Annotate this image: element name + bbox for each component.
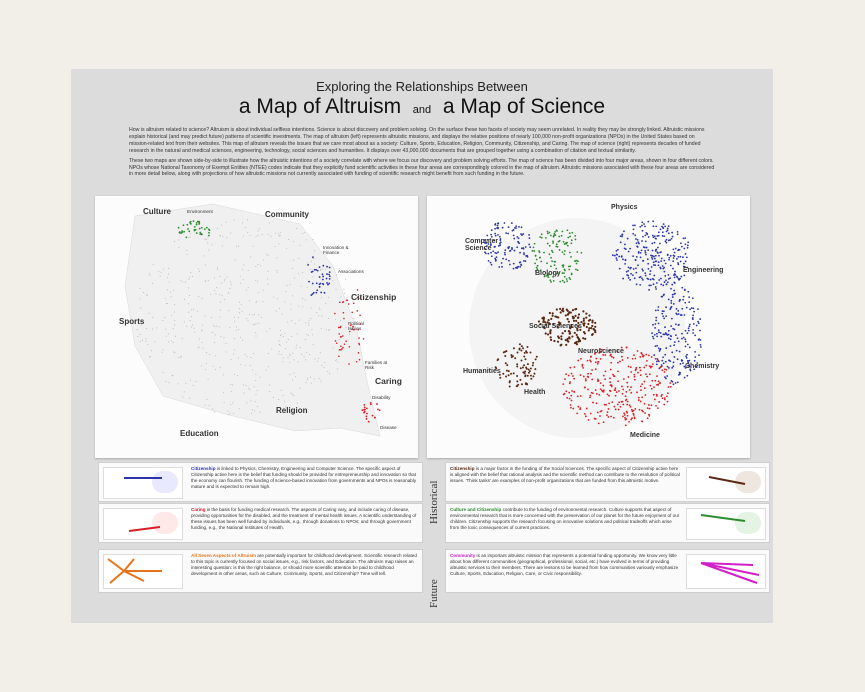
label-social-sciences: Social Sciences: [529, 323, 582, 330]
thumbnail: [686, 467, 766, 499]
label-disease: Disease: [380, 425, 397, 430]
panel-community: Community is an important altruistic mis…: [445, 549, 770, 593]
altruism-map: Culture Environment Community Innovation…: [95, 196, 418, 458]
label-biology: Biology: [535, 270, 561, 277]
panel-body: is linked to Physics, Chemistry, Enginee…: [191, 466, 417, 489]
label-disability: Disability: [372, 395, 391, 400]
panel-heading: All Seven Aspects of Altruism: [191, 553, 257, 558]
title-line-2: a Map of Altruism and a Map of Science: [71, 95, 773, 119]
science-map-plot: [469, 218, 702, 438]
label-caring: Caring: [375, 376, 402, 386]
label-citizenship: Citizenship: [351, 292, 397, 302]
panel-citizenship-physics: Citizenship is linked to Physics, Chemis…: [98, 462, 423, 502]
label-chemistry: Chemistry: [685, 363, 720, 370]
label-historical: Historical: [428, 480, 440, 524]
label-engineering: Engineering: [683, 267, 724, 274]
intro-paragraph-2: These two maps are shown side-by-side to…: [129, 157, 715, 178]
label-community: Community: [265, 210, 309, 219]
label-future: Future: [428, 579, 440, 608]
thumbnail: [103, 554, 183, 589]
panel-body: contribute to the funding of environment…: [450, 507, 680, 530]
panel-text: Culture and Citizenship contribute to th…: [450, 507, 682, 531]
panel-text: Citizenship is a major factor in the fun…: [450, 466, 682, 484]
label-physics: Physics: [611, 204, 638, 211]
label-medicine: Medicine: [630, 432, 660, 439]
thumbnail: [103, 467, 183, 499]
label-political: Political Issues: [348, 321, 364, 331]
label-neuroscience: Neuroscience: [578, 348, 624, 355]
label-education: Education: [180, 429, 219, 438]
panel-caring: Caring is the basis for funding medical …: [98, 503, 423, 543]
title-line-1: Exploring the Relationships Between: [316, 79, 528, 94]
title-and: and: [412, 104, 432, 116]
label-families: Families at Risk: [365, 360, 388, 370]
thumbnail: [103, 508, 183, 540]
label-innovation: Innovation & Finance: [323, 245, 349, 255]
title-science: a Map of Science: [442, 95, 606, 118]
panel-body: is the basis for funding medical researc…: [191, 507, 417, 530]
poster: Exploring the Relationships Between a Ma…: [71, 69, 773, 623]
label-religion: Religion: [276, 406, 308, 415]
label-health: Health: [524, 389, 546, 396]
panel-heading: Citizenship: [191, 466, 216, 471]
map-book: Culture Environment Community Innovation…: [95, 196, 750, 458]
intro-paragraph-1: How is altruism related to science? Altr…: [129, 127, 705, 154]
intro-text: How is altruism related to science? Altr…: [129, 127, 715, 181]
panel-heading: Caring: [191, 507, 206, 512]
panel-body: are potentially important for childhood …: [191, 553, 417, 576]
panel-body: is an important altruistic mission that …: [450, 553, 679, 576]
panel-text: Community is an important altruistic mis…: [450, 553, 682, 577]
label-culture: Culture: [143, 207, 171, 216]
panel-all-seven: All Seven Aspects of Altruism are potent…: [98, 549, 423, 593]
thumbnail: [686, 554, 766, 589]
thumbnail: [686, 508, 766, 540]
panel-culture-citizenship: Culture and Citizenship contribute to th…: [445, 503, 770, 543]
altruism-map-plot: [124, 203, 381, 437]
label-humanities: Humanities: [463, 368, 501, 375]
label-environment: Environment: [187, 209, 213, 214]
label-sports: Sports: [119, 317, 145, 326]
panel-text: Citizenship is linked to Physics, Chemis…: [191, 466, 417, 490]
label-associations: Associations: [338, 269, 364, 274]
label-computer-science: Computer Science: [465, 238, 499, 252]
panel-text: All Seven Aspects of Altruism are potent…: [191, 553, 417, 577]
panel-body: is a major factor in the funding of the …: [450, 466, 680, 483]
panel-heading: Culture and Citizenship: [450, 507, 502, 512]
title-altruism: a Map of Altruism: [238, 95, 402, 118]
science-map: Physics Computer Science Biology Enginee…: [427, 196, 750, 458]
panel-text: Caring is the basis for funding medical …: [191, 507, 417, 531]
panel-citizenship-social: Citizenship is a major factor in the fun…: [445, 462, 770, 502]
panel-heading: Citizenship: [450, 466, 475, 471]
panel-heading: Community: [450, 553, 476, 558]
